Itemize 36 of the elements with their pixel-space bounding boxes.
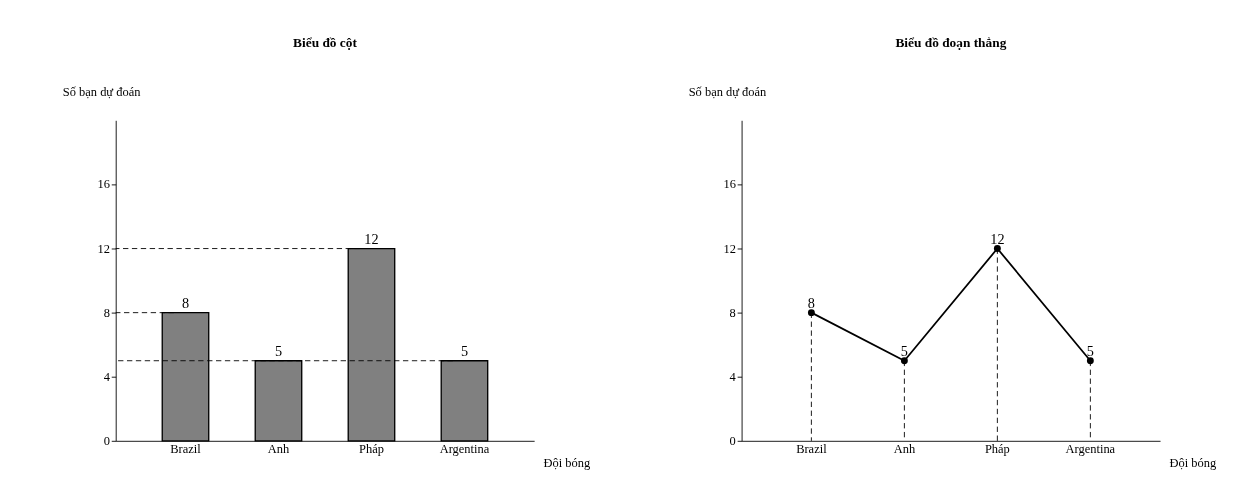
data-label: 5: [460, 343, 469, 360]
y-tick-label: 8: [729, 305, 736, 320]
y-axis-title: Số bạn dự đoán: [688, 84, 768, 99]
data-label: 5: [900, 343, 908, 360]
point: [993, 245, 1001, 252]
x-tick-label: Anh: [267, 441, 290, 456]
x-tick-label: Pháp: [984, 441, 1010, 456]
data-label: 8: [181, 295, 190, 312]
data-label: 12: [364, 231, 379, 248]
x-axis-title: Đội bóng: [543, 456, 591, 471]
point: [900, 357, 908, 365]
y-tick-label: 4: [103, 369, 111, 384]
x-tick-label: Brazil: [796, 441, 828, 456]
y-tick-label: 12: [97, 241, 110, 256]
y-tick-label: 12: [723, 241, 736, 256]
x-tick-label: Pháp: [359, 441, 384, 456]
y-tick-label: 16: [97, 177, 110, 192]
y-tick-label: 8: [103, 305, 110, 320]
chart-title: Biểu đồ cột: [293, 35, 358, 51]
point: [1086, 357, 1094, 365]
y-tick-label: 0: [103, 433, 110, 448]
y-axis-title: Số bạn dự đoán: [62, 84, 142, 99]
data-label: 5: [1086, 343, 1094, 360]
data-label: 5: [274, 343, 283, 360]
x-tick-label: Anh: [893, 441, 916, 456]
data-label: 8: [807, 295, 815, 312]
chart-title: Biểu đồ đoạn thẳng: [895, 35, 1007, 51]
y-tick-label: 4: [729, 369, 737, 384]
y-tick-label: 16: [723, 177, 736, 192]
x-axis-title: Đội bóng: [1169, 456, 1217, 471]
data-label: 12: [990, 231, 1005, 248]
y-tick-label: 0: [729, 433, 736, 448]
x-tick-label: Argentina: [1065, 441, 1116, 456]
x-tick-label: Brazil: [170, 441, 202, 456]
point: [807, 309, 815, 317]
x-tick-label: Argentina: [439, 441, 490, 456]
